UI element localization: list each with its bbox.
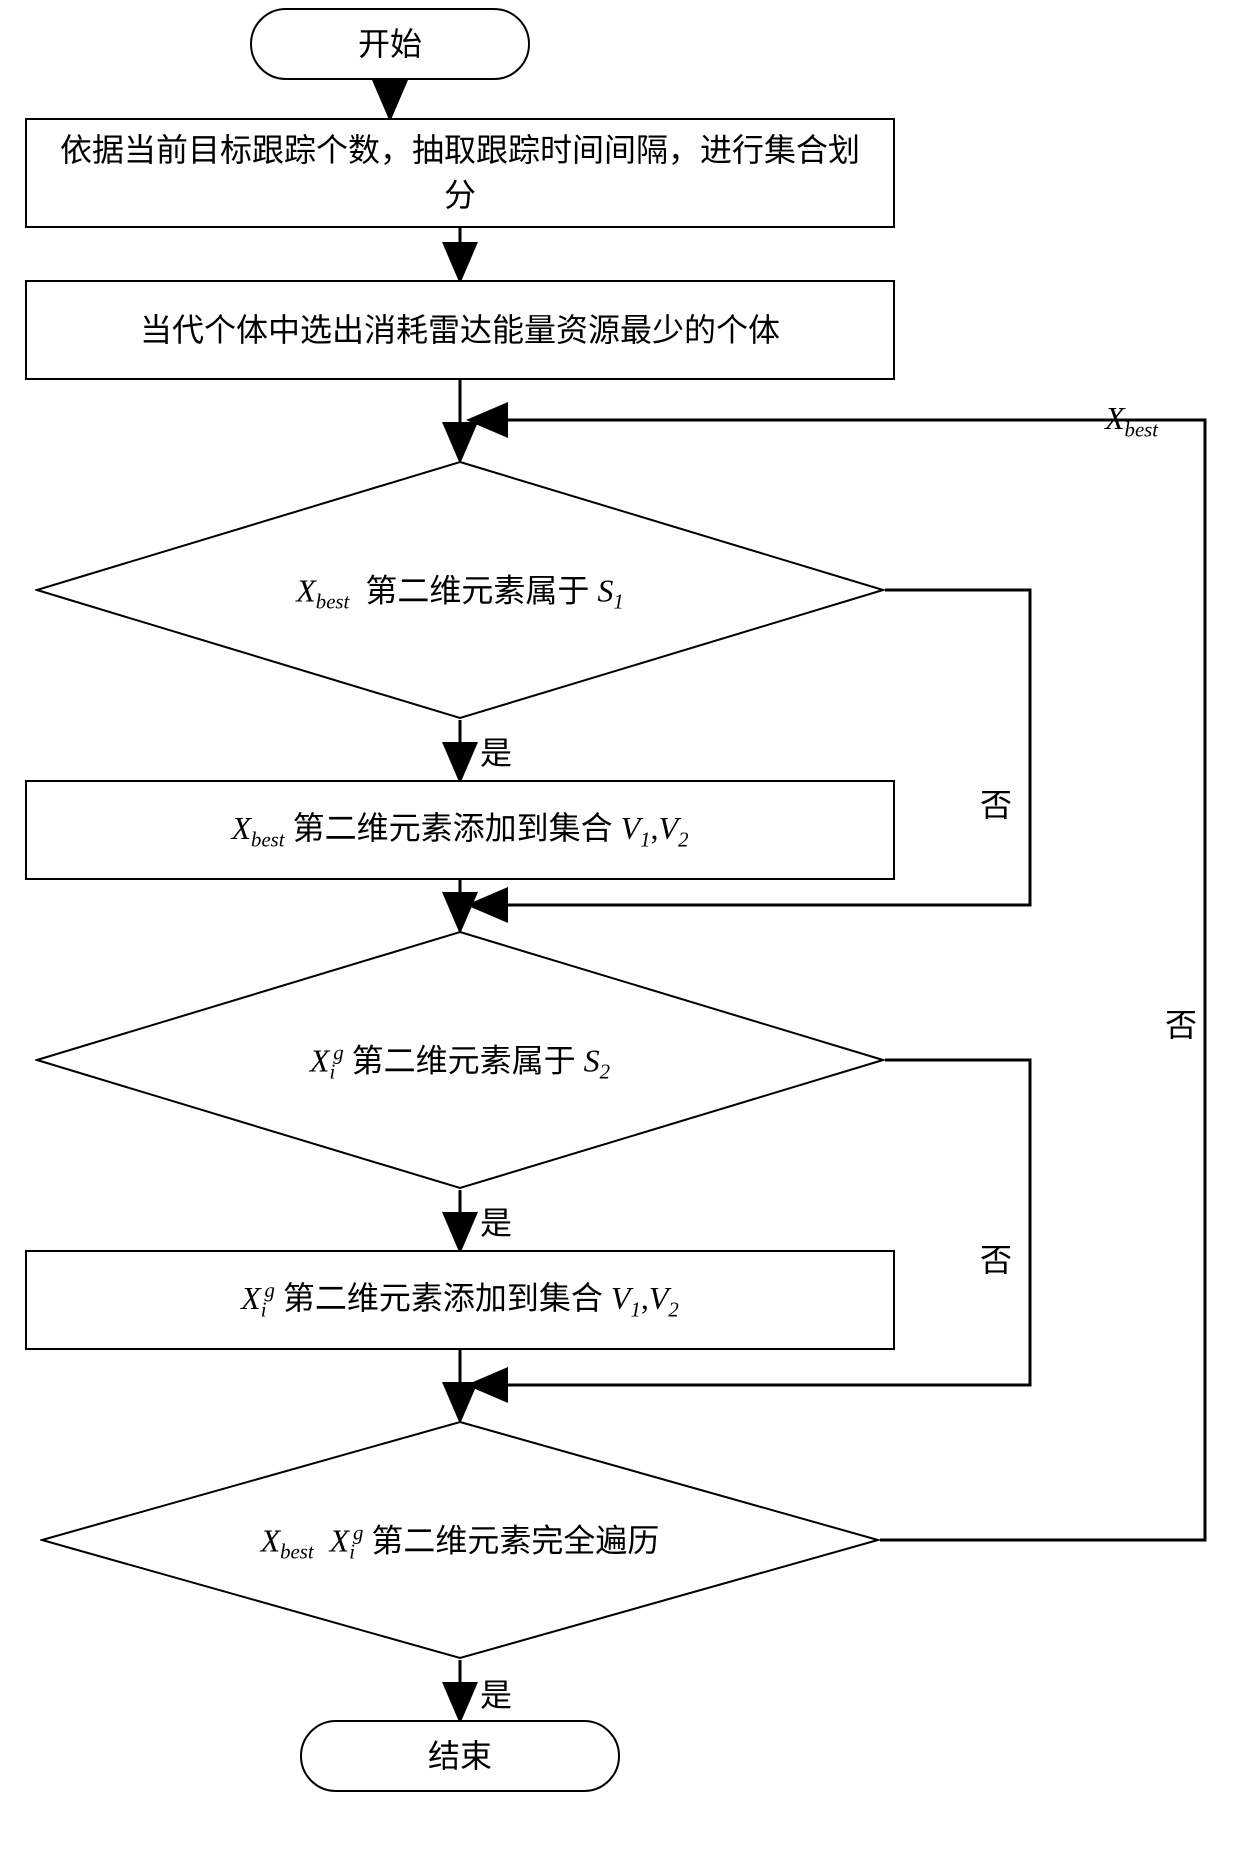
process-step1-label: 依据当前目标跟踪个数，抽取跟踪时间间隔，进行集合划分 (47, 128, 873, 218)
process-step4-label: Xig 第二维元素添加到集合 V1,V2 (241, 1276, 679, 1325)
label-yes-3: 是 (480, 1670, 512, 1716)
decision-1: Xbest 第二维元素属于 S1 (35, 460, 885, 720)
terminal-start: 开始 (250, 8, 530, 80)
decision-1-label: Xbest 第二维元素属于 S1 (35, 565, 885, 614)
decision-2-label: Xig 第二维元素属于 S2 (35, 1035, 885, 1084)
label-yes-2: 是 (480, 1198, 512, 1244)
process-step2: 当代个体中选出消耗雷达能量资源最少的个体 (25, 280, 895, 380)
process-step3: Xbest 第二维元素添加到集合 V1,V2 (25, 780, 895, 880)
terminal-end: 结束 (300, 1720, 620, 1792)
process-step4: Xig 第二维元素添加到集合 V1,V2 (25, 1250, 895, 1350)
label-no-2: 否 (980, 1235, 1012, 1281)
process-step3-label: Xbest 第二维元素添加到集合 V1,V2 (232, 806, 689, 855)
decision-2: Xig 第二维元素属于 S2 (35, 930, 885, 1190)
terminal-start-label: 开始 (358, 22, 422, 67)
label-yes-1: 是 (480, 728, 512, 774)
decision-3: Xbest Xig 第二维元素完全遍历 (40, 1420, 880, 1660)
process-step2-label: 当代个体中选出消耗雷达能量资源最少的个体 (140, 308, 780, 353)
terminal-end-label: 结束 (428, 1734, 492, 1779)
process-step1: 依据当前目标跟踪个数，抽取跟踪时间间隔，进行集合划分 (25, 118, 895, 228)
label-xbest-top: Xbest (1105, 400, 1158, 442)
label-no-3: 否 (1165, 1000, 1197, 1046)
decision-3-label: Xbest Xig 第二维元素完全遍历 (40, 1515, 880, 1564)
label-no-1: 否 (980, 780, 1012, 826)
